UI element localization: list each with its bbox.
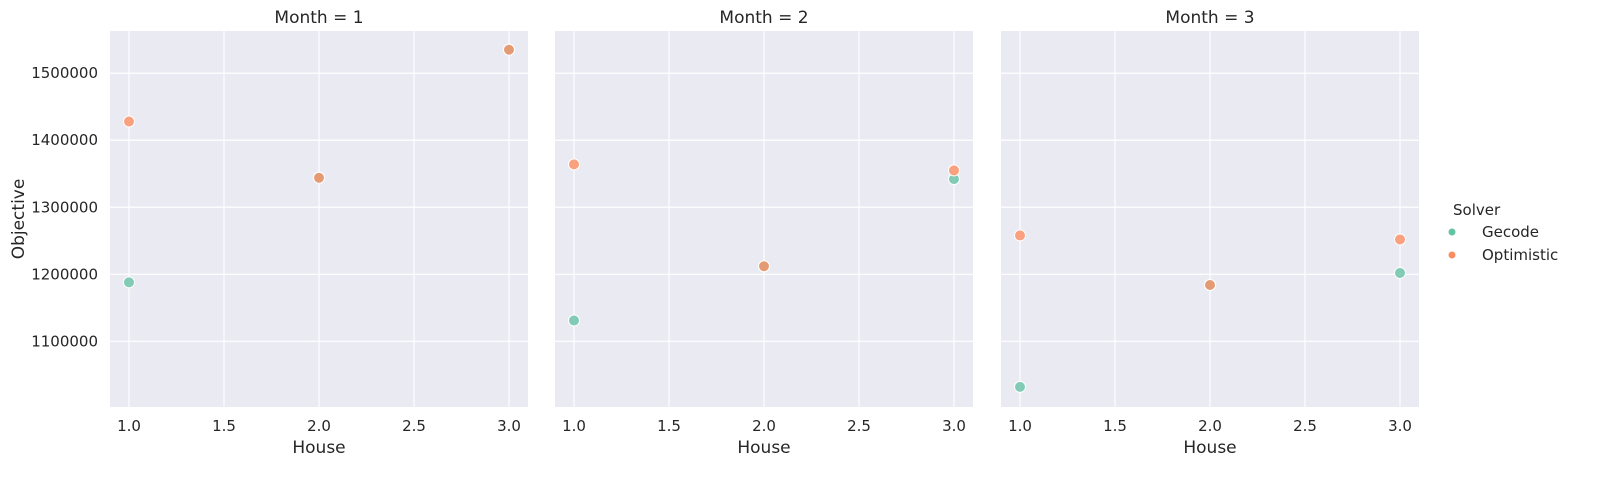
legend-marker-gecode [1447,227,1457,237]
x-tick-label: 1.5 [657,417,681,435]
facet-panel-2: 1.0 1.5 2.0 2.5 3.0 House Month = 2 [555,8,973,458]
x-tick-label: 2.5 [402,417,426,435]
y-tick-label: 1300000 [31,198,98,216]
point-optimistic [948,164,960,177]
point-gecode [123,276,135,289]
x-tick-label: 3.0 [1388,417,1412,435]
legend: Solver Gecode Optimistic [1447,201,1558,264]
facet-title: Month = 1 [274,8,363,28]
x-tick-label: 3.0 [942,417,966,435]
x-tick-label: 2.0 [1198,417,1222,435]
point-optimistic [758,260,770,273]
point-optimistic [1204,279,1216,292]
point-optimistic [503,43,515,56]
y-tick-label: 1100000 [31,332,98,350]
point-optimistic [123,115,135,128]
x-tick-label: 3.0 [497,417,521,435]
point-optimistic [1394,233,1406,246]
facet-panel-3: 1.0 1.5 2.0 2.5 3.0 House Month = 3 [1001,8,1419,458]
legend-label-optimistic: Optimistic [1482,246,1558,264]
x-tick-label: 1.0 [117,417,141,435]
x-tick-label: 2.5 [847,417,871,435]
x-tick-label: 1.0 [1008,417,1032,435]
x-tick-label: 2.5 [1293,417,1317,435]
point-optimistic [568,158,580,171]
facet-panel-1: 1.0 1.5 2.0 2.5 3.0 House Month = 1 1100000 1200… [31,8,528,458]
facet-title: Month = 2 [719,8,808,28]
point-optimistic [313,171,325,184]
x-tick-label: 1.5 [1103,417,1127,435]
y-tick-label: 1500000 [31,64,98,82]
point-optimistic [1014,229,1026,242]
x-axis-title: House [737,438,790,458]
x-axis-title: House [1183,438,1236,458]
legend-marker-optimistic [1447,250,1457,260]
point-gecode [568,314,580,327]
point-gecode [1014,380,1026,393]
facet-title: Month = 3 [1165,8,1254,28]
x-tick-label: 1.5 [212,417,236,435]
x-axis-title: House [292,438,345,458]
legend-label-gecode: Gecode [1482,223,1539,241]
point-gecode [1394,266,1406,279]
x-tick-label: 1.0 [562,417,586,435]
y-tick-label: 1400000 [31,131,98,149]
x-tick-label: 2.0 [752,417,776,435]
y-tick-label: 1200000 [31,265,98,283]
x-tick-label: 2.0 [307,417,331,435]
y-axis-title: Objective [9,179,29,260]
legend-title: Solver [1453,201,1501,219]
